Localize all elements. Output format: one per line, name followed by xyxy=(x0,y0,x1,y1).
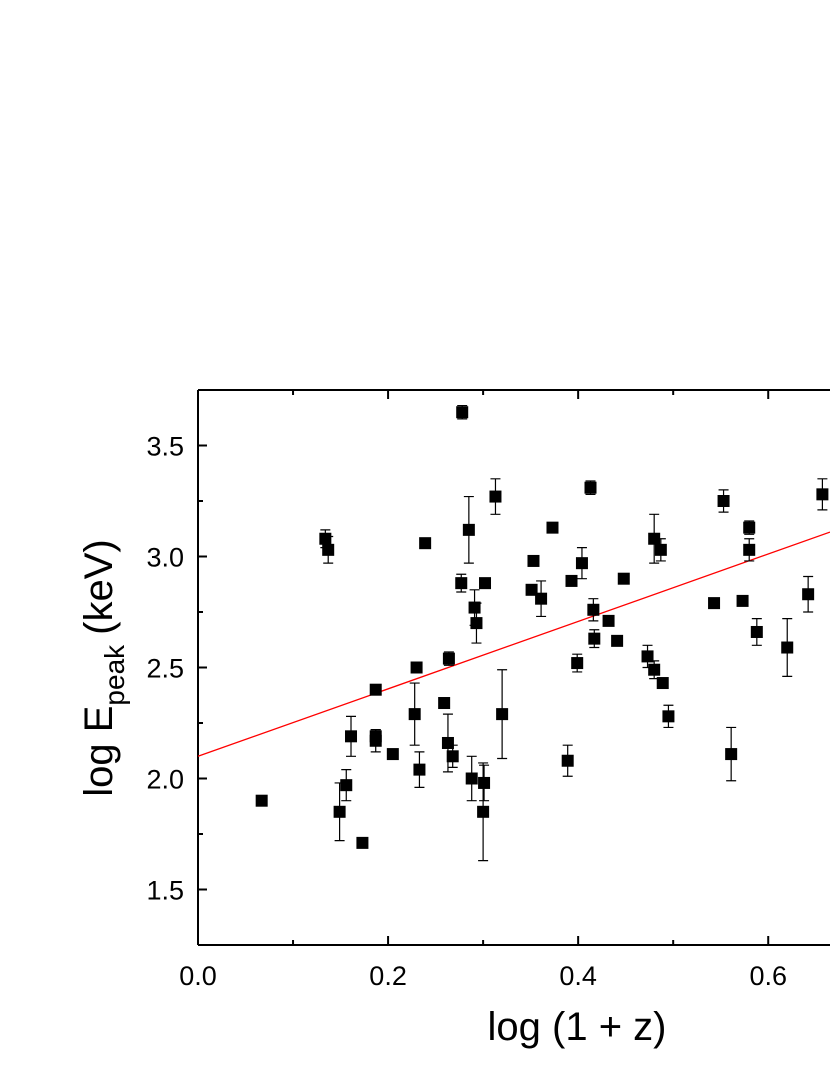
data-point xyxy=(525,583,538,596)
data-point xyxy=(641,650,654,663)
data-point xyxy=(386,748,399,761)
data-point xyxy=(611,634,624,647)
data-point xyxy=(441,736,454,749)
y-label-unit: (keV) xyxy=(77,539,121,635)
data-point xyxy=(413,763,426,776)
y-tick-label: 3.0 xyxy=(146,543,184,573)
data-point xyxy=(340,779,353,792)
y-tick-label: 3.5 xyxy=(146,432,184,462)
data-point xyxy=(345,730,358,743)
data-point xyxy=(648,532,661,545)
data-point xyxy=(571,657,584,670)
data-point xyxy=(456,406,469,419)
x-tick-label: 0.4 xyxy=(559,961,597,991)
data-point xyxy=(446,750,459,763)
data-point xyxy=(602,614,615,627)
data-point xyxy=(408,708,421,721)
data-point xyxy=(455,577,468,590)
data-point xyxy=(654,543,667,556)
y-axis-label: log Epeak (keV) xyxy=(77,539,130,796)
data-point xyxy=(410,661,423,674)
y-label-sub: peak xyxy=(99,644,130,706)
y-tick-label: 2.0 xyxy=(146,765,184,795)
y-tick-label: 1.5 xyxy=(146,876,184,906)
y-tick-label: 2.5 xyxy=(146,654,184,684)
x-tick-label: 0.2 xyxy=(369,961,407,991)
data-point xyxy=(356,836,369,849)
data-point xyxy=(527,554,540,567)
data-point xyxy=(816,488,829,501)
x-axis-label: log (1 + z) xyxy=(488,1005,667,1049)
data-point xyxy=(462,523,475,536)
data-point xyxy=(617,572,630,585)
data-point xyxy=(478,776,491,789)
data-point xyxy=(468,601,481,614)
data-point xyxy=(255,794,268,807)
data-point xyxy=(717,495,730,507)
data-point xyxy=(802,588,815,601)
data-point xyxy=(781,641,794,654)
data-point xyxy=(477,805,490,818)
fit-line xyxy=(197,531,830,757)
data-point xyxy=(470,617,483,630)
data-point xyxy=(438,697,451,710)
data-point xyxy=(736,594,749,607)
data-point xyxy=(419,537,432,550)
data-point xyxy=(442,652,455,665)
data-point xyxy=(546,521,559,534)
data-point xyxy=(465,772,478,785)
x-tick-label: 0.6 xyxy=(749,961,787,991)
data-point xyxy=(565,574,578,587)
data-point xyxy=(725,748,738,761)
data-point xyxy=(656,677,669,690)
data-point xyxy=(743,521,756,534)
data-point xyxy=(584,481,597,494)
y-label-main: log E xyxy=(77,706,121,797)
data-point xyxy=(496,708,509,721)
data-point xyxy=(319,532,332,545)
data-point xyxy=(561,754,574,767)
data-point xyxy=(479,577,492,590)
data-point xyxy=(750,625,763,638)
data-point xyxy=(743,543,756,556)
data-point xyxy=(575,557,588,570)
data-point xyxy=(333,805,346,818)
data-point xyxy=(662,710,675,723)
data-point xyxy=(648,663,661,676)
data-point xyxy=(708,597,721,610)
x-tick-label: 0.0 xyxy=(179,961,217,991)
data-point xyxy=(587,603,600,616)
data-point xyxy=(535,592,548,605)
data-point xyxy=(588,632,601,645)
data-point xyxy=(369,683,382,696)
data-point xyxy=(489,490,502,503)
data-point xyxy=(322,543,335,556)
data-point xyxy=(369,734,382,747)
